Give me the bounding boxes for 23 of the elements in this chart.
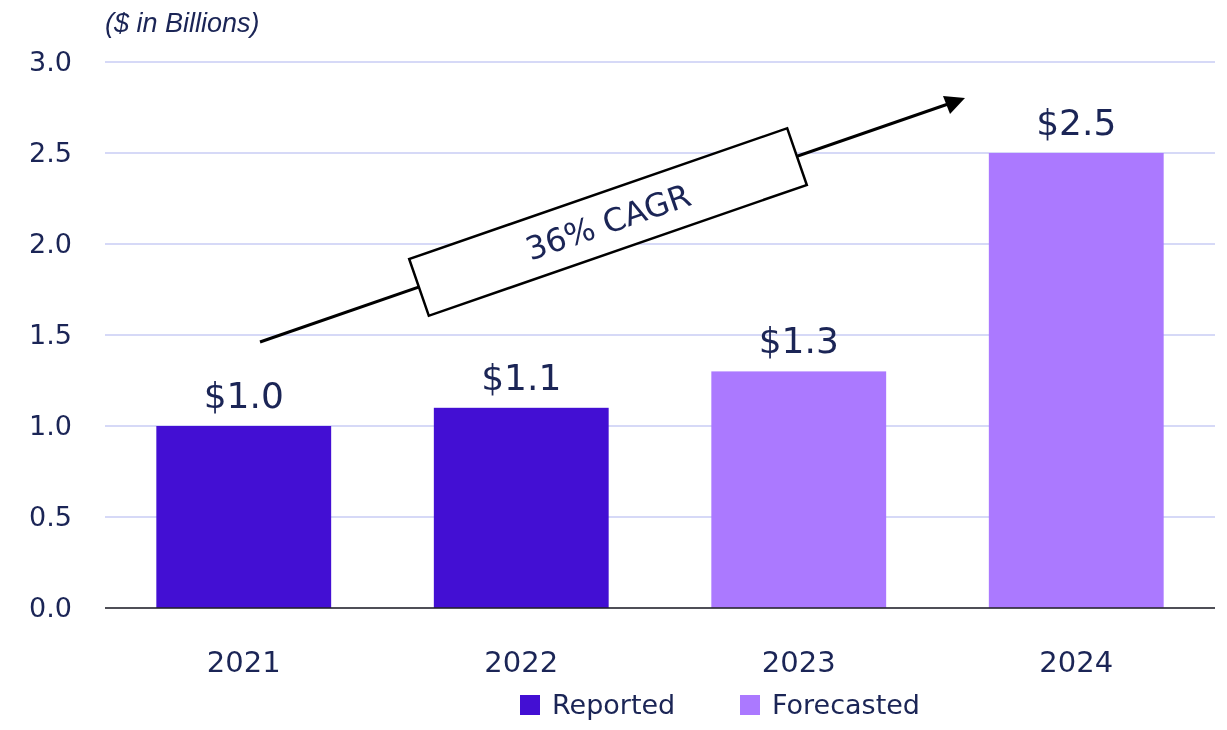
y-tick-label: 0.0 xyxy=(29,592,72,624)
legend-label: Reported xyxy=(552,689,676,720)
data-label: $2.5 xyxy=(1036,102,1117,143)
annotation: 36% CAGR xyxy=(520,176,696,269)
data-label: $1.0 xyxy=(203,375,284,416)
x-tick-label: 2021 xyxy=(206,645,281,679)
x-tick-label: 2022 xyxy=(484,645,559,679)
y-tick-label: 1.5 xyxy=(29,319,72,351)
bar xyxy=(433,407,609,608)
y-tick-label: 0.5 xyxy=(29,501,72,533)
legend-label: Forecasted xyxy=(772,689,920,720)
bar xyxy=(988,153,1164,608)
data-label: $1.3 xyxy=(758,320,839,362)
bar xyxy=(156,426,332,608)
x-tick-label: 2023 xyxy=(761,645,836,679)
y-tick-label: 3.0 xyxy=(29,46,72,78)
data-label: $1.1 xyxy=(481,356,562,398)
y-axis-title: ($ in Billions) xyxy=(105,8,260,38)
y-tick-label: 2.0 xyxy=(29,228,72,260)
y-tick-label: 1.0 xyxy=(29,410,72,442)
y-tick-label: 2.5 xyxy=(29,137,72,169)
bar xyxy=(711,371,887,608)
x-tick-label: 2024 xyxy=(1039,645,1114,679)
